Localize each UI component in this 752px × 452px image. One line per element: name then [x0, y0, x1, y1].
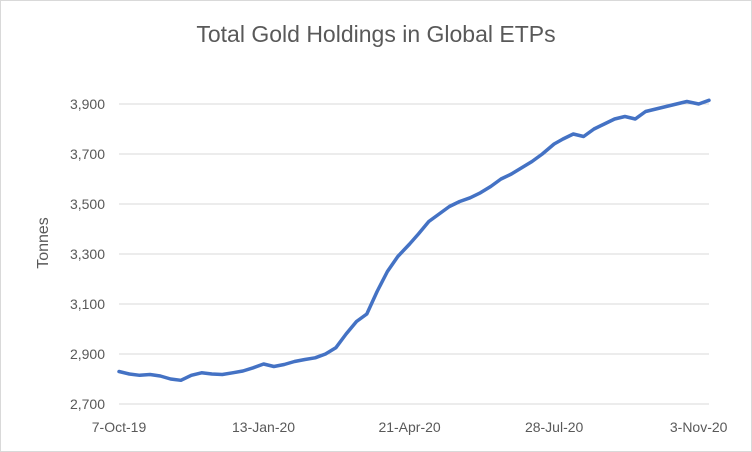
y-tick-label: 3,700: [70, 146, 105, 162]
y-axis-title: Tonnes: [35, 217, 52, 269]
x-tick-label: 28-Jul-20: [525, 419, 584, 435]
y-tick-label: 3,500: [70, 196, 105, 212]
x-tick-label: 3-Nov-20: [670, 419, 728, 435]
series-line: [117, 98, 711, 383]
x-tick-labels: 7-Oct-19 13-Jan-20 21-Apr-20 28-Jul-20 3-Nov…: [92, 419, 728, 435]
x-tick-label: 7-Oct-19: [92, 419, 147, 435]
y-tick-label: 3,300: [70, 246, 105, 262]
y-axis: 2,700 2,900 3,100 3,300 3,500 3,700 3,900: [70, 96, 105, 412]
x-tick-label: 21-Apr-20: [378, 419, 440, 435]
x-tick-label: 13-Jan-20: [232, 419, 295, 435]
chart-title: Total Gold Holdings in Global ETPs: [196, 21, 556, 47]
series-layer: [117, 98, 711, 383]
grid-layer: [119, 103, 709, 355]
y-tick-label: 3,100: [70, 296, 105, 312]
y-tick-label: 2,700: [70, 396, 105, 412]
y-tick-label: 3,900: [70, 96, 105, 112]
y-tick-label: 2,900: [70, 346, 105, 362]
